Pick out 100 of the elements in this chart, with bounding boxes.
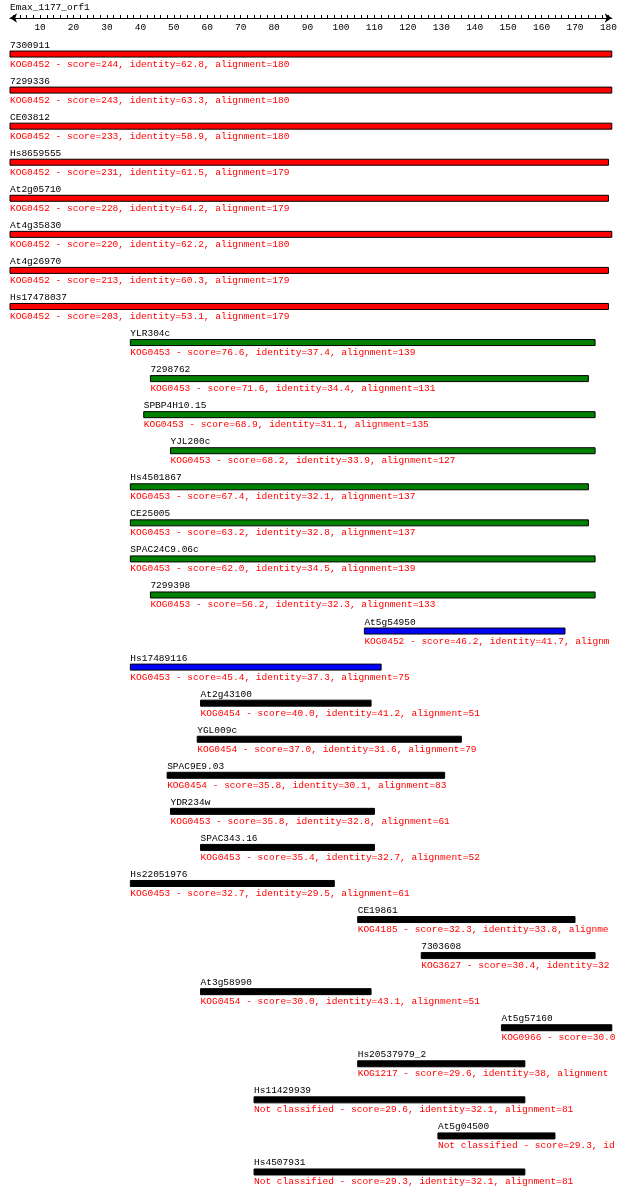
bar [200,843,375,851]
annotation: KOG0452 - score=243, identity=63.3, alignment=180 [10,94,290,106]
annotation: KOG0452 - score=233, identity=58.9, alignment=180 [10,130,290,142]
x-tick-label: 30 [101,21,113,33]
bar [166,771,446,779]
y-tick-label: YLR304c [130,328,171,340]
annotation: KOG0452 - score=231, identity=61.5, alignment=179 [10,166,290,178]
x-tick-label: 140 [466,21,484,33]
annotation: Not classified - score=29.3, id [437,1140,615,1152]
x-tick-label: 150 [499,21,517,33]
bar [129,339,596,347]
annotation: KOG0452 - score=46.2, identity=41.7, alignm [364,635,610,647]
x-tick-label: 100 [332,21,350,33]
x-tick-label: 40 [134,21,147,33]
bar [357,1060,526,1068]
bar [9,194,609,202]
annotation: Not classified - score=29.6, identity=32.1, alignment=81 [254,1104,574,1116]
bar [363,627,566,635]
x-tick-label: 170 [566,21,584,33]
bar [9,230,613,238]
y-tick-label: SPAC9E9.03 [167,760,225,772]
y-tick-label: At2g05710 [10,183,62,195]
annotation: KOG3627 - score=30.4, identity=32 [421,960,610,972]
annotation: KOG0452 - score=203, identity=53.1, alignment=179 [10,310,290,322]
annotation: KOG1217 - score=29.6, identity=38, alignment [357,1068,609,1080]
bar [500,1024,613,1032]
y-tick-label: Hs4507931 [254,1157,306,1169]
bar [169,807,375,815]
bar [129,663,382,671]
x-tick-label: 120 [399,21,417,33]
bar [200,988,372,996]
x-tick-label: 110 [365,21,384,33]
annotation: KOG0453 - score=35.4, identity=32.7, alignment=52 [200,851,481,863]
y-tick-label: 7299336 [10,75,51,87]
x-tick-label: 10 [34,21,47,33]
y-tick-label: Hs20537979_2 [357,1049,427,1061]
x-tick-label: 90 [301,21,314,33]
chart-title: Emax_1177_orf1 [10,1,91,13]
y-tick-label: Hs22051976 [130,868,188,880]
y-tick-label: SPAC24C9.06c [130,544,200,556]
bar [196,735,462,743]
bar [9,266,609,274]
x-tick-label: 20 [67,21,80,33]
x-tick-label: 130 [432,21,451,33]
y-tick-label: At5g04500 [437,1121,490,1133]
bar [129,879,335,887]
bar [9,158,609,166]
annotation: KOG0454 - score=35.8, identity=30.1, alignment=83 [167,779,447,791]
annotation: KOG0453 - score=45.4, identity=37.3, alignment=75 [130,671,410,683]
y-tick-label: YDR234w [170,796,211,808]
annotation: KOG0453 - score=56.2, identity=32.3, alignment=133 [150,599,436,611]
x-tick-label: 160 [533,21,551,33]
bar [9,50,613,58]
y-tick-label: CE19861 [357,905,398,917]
y-tick-label: SPBP4H10.15 [143,400,207,412]
annotation: KOG0454 - score=40.0, identity=41.2, alignment=51 [200,707,481,719]
annotation: KOG0453 - score=76.6, identity=37.4, alignment=139 [130,347,416,359]
y-tick-label: CE25005 [130,508,171,520]
annotation: KOG0453 - score=68.2, identity=33.9, alignment=127 [170,455,456,467]
y-tick-label: At2g43100 [200,688,253,700]
bar [129,483,589,491]
bar [253,1168,526,1176]
bar [129,519,589,527]
annotation: KOG0453 - score=35.8, identity=32.8, alignment=61 [170,815,451,827]
y-tick-label: SPAC343.16 [200,832,258,844]
bar [437,1132,556,1140]
annotation: KOG0452 - score=213, identity=60.3, alignment=179 [10,274,290,286]
y-tick-label: Hs8659555 [10,147,62,159]
y-tick-label: 7299398 [150,580,191,592]
bar [357,916,576,924]
annotation: KOG0454 - score=37.0, identity=31.6, alignment=79 [197,743,477,755]
y-tick-label: At3g58990 [200,977,253,989]
annotation: KOG0452 - score=228, identity=64.2, alignment=179 [10,202,290,214]
x-tick-label: 50 [168,21,180,33]
bar [149,375,589,383]
bar [200,699,372,707]
y-tick-label: Hs11429939 [254,1085,312,1097]
y-tick-label: Hs17478037 [10,291,68,303]
annotation: KOG0966 - score=30.0 [501,1032,616,1044]
y-tick-label: At5g54950 [364,616,416,628]
annotation: KOG0453 - score=71.6, identity=34.4, alignment=131 [150,383,436,395]
y-tick-label: 7298762 [150,364,191,376]
y-tick-label: Hs17489116 [130,652,188,664]
bar [129,555,596,563]
y-tick-label: At4g35830 [10,219,62,231]
x-tick-label: 60 [201,21,214,33]
y-tick-label: Hs4501867 [130,472,182,484]
annotation: KOG4185 - score=32.3, identity=33.8, alignme [357,924,609,936]
bar [143,411,596,419]
y-tick-label: 7303608 [421,941,462,953]
bar [253,1096,526,1104]
y-tick-label: 7300911 [10,39,51,51]
x-tick-label: 180 [599,21,618,33]
annotation: KOG0453 - score=68.9, identity=31.1, alignment=135 [143,419,430,431]
bar [149,591,596,599]
bar [9,122,613,130]
annotation: KOG0452 - score=244, identity=62.8, alignment=180 [10,58,290,70]
annotation: KOG0453 - score=62.0, identity=34.5, alignment=139 [130,563,416,575]
y-tick-label: At5g57160 [501,1013,554,1025]
x-tick-label: 80 [268,21,281,33]
